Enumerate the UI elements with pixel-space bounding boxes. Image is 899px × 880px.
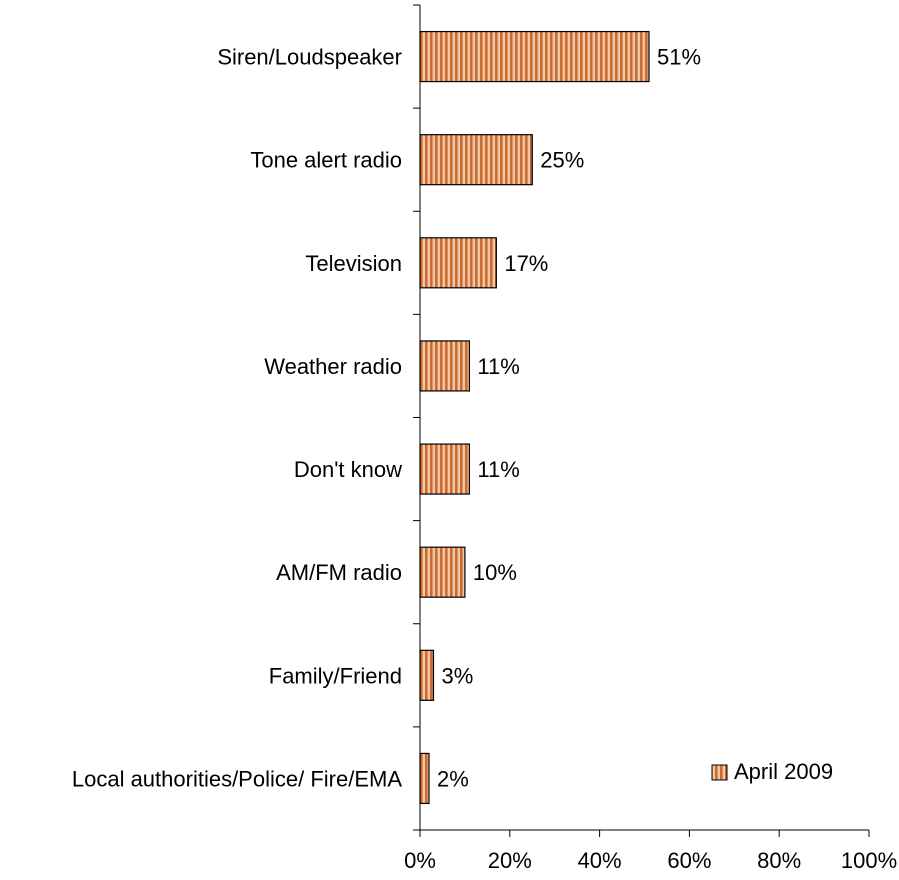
category-label: Siren/Loudspeaker [217, 45, 402, 70]
data-label: 2% [437, 766, 469, 791]
data-label: 11% [477, 354, 519, 379]
bar [419, 30, 650, 83]
legend-label: April 2009 [734, 759, 833, 784]
x-tick-label: 20% [488, 848, 532, 873]
x-tick-label: 80% [757, 848, 801, 873]
data-label: 3% [441, 663, 473, 688]
bar [419, 752, 430, 805]
bar [419, 340, 470, 392]
x-tick-label: 40% [578, 848, 622, 873]
category-label: Local authorities/Police/ Fire/EMA [72, 766, 402, 791]
data-label: 17% [504, 251, 548, 276]
category-label: Tone alert radio [250, 148, 402, 173]
category-label: AM/FM radio [276, 560, 402, 585]
bar [419, 134, 533, 186]
data-label: 10% [473, 560, 517, 585]
category-label: Television [305, 251, 402, 276]
category-label: Family/Friend [269, 663, 402, 688]
plot-area: 0% 20% 40% 60% 80% 100% Siren/Loudspeaker 51% To… [72, 4, 897, 873]
bar [419, 237, 497, 289]
x-tick-label: 60% [667, 848, 711, 873]
x-tick-label: 100% [841, 848, 897, 873]
data-label: 51% [657, 45, 701, 70]
bar [419, 649, 435, 701]
bar [419, 546, 466, 598]
category-label: Weather radio [264, 354, 402, 379]
data-label: 11% [477, 457, 519, 482]
bar [419, 443, 470, 495]
x-tick-label: 0% [404, 848, 436, 873]
data-label: 25% [540, 148, 584, 173]
category-label: Don't know [294, 457, 402, 482]
legend-swatch [711, 764, 728, 781]
